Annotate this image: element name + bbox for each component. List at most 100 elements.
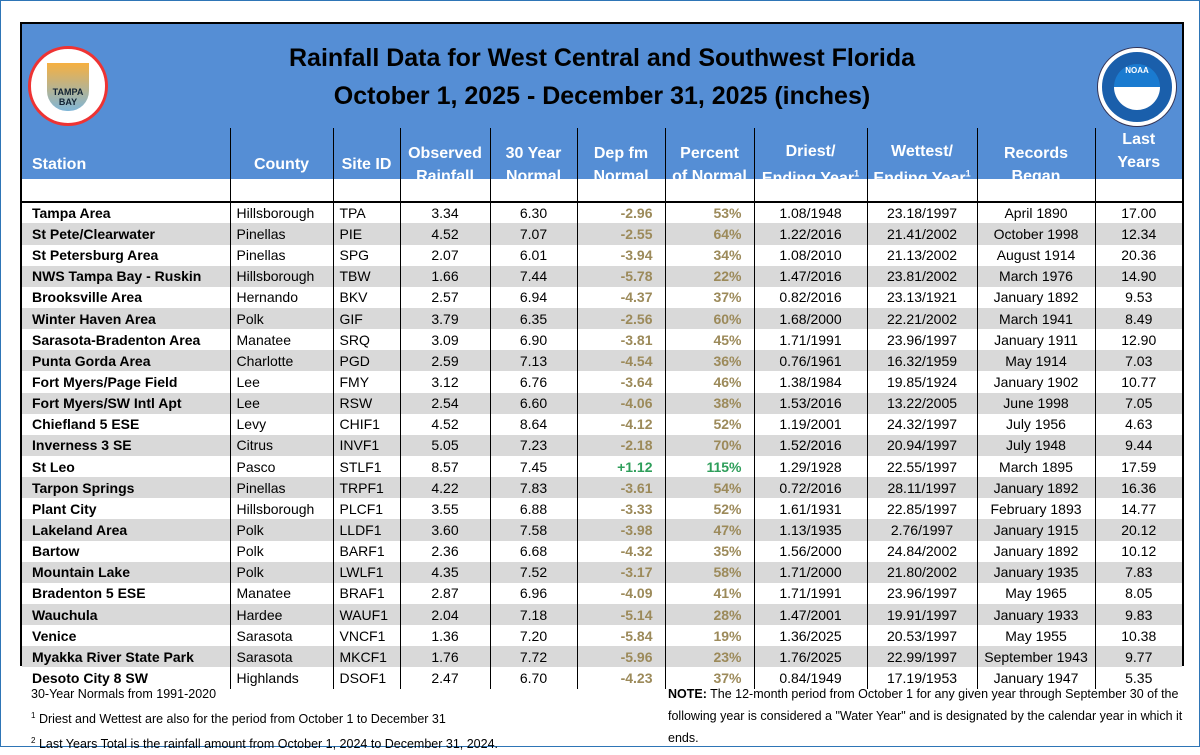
normal-cell: 6.60 xyxy=(489,392,577,414)
percent-cell: 46% xyxy=(664,371,754,393)
driest-cell: 1.13/1935 xyxy=(753,519,867,541)
departure-cell: -3.94 xyxy=(576,244,665,266)
station-cell: Bartow xyxy=(32,543,80,560)
site-id-cell: BARF1 xyxy=(332,540,400,562)
percent-cell: 52% xyxy=(664,498,754,520)
observed-cell: 2.04 xyxy=(399,604,490,626)
observed-cell: 2.36 xyxy=(399,540,490,562)
departure-cell: +1.12 xyxy=(576,456,665,478)
column-header: Driest/Ending Year1 xyxy=(753,128,867,203)
records-began-cell: January 1911 xyxy=(976,329,1095,351)
records-began-cell: September 1943 xyxy=(976,646,1095,668)
observed-cell: 1.76 xyxy=(399,646,490,668)
driest-cell: 1.76/2025 xyxy=(753,646,867,668)
water-year-note: NOTE: The 12-month period from October 1… xyxy=(668,687,1183,745)
driest-cell: 0.76/1961 xyxy=(753,350,867,372)
normal-cell: 7.72 xyxy=(489,646,577,668)
records-began-cell: January 1892 xyxy=(976,477,1095,499)
station-cell: Tarpon Springs xyxy=(32,479,135,496)
table-row: Sarasota-Bradenton Area Manatee SRQ 3.09 6.9… xyxy=(22,329,1182,351)
wettest-cell: 17.19/1953 xyxy=(866,667,977,689)
normal-cell: 6.88 xyxy=(489,498,577,520)
percent-cell: 22% xyxy=(664,265,754,287)
header-band: TAMPA BAY Rainfall Data for West Central… xyxy=(22,24,1182,179)
percent-cell: 38% xyxy=(664,392,754,414)
records-began-cell: April 1890 xyxy=(976,202,1095,224)
driest-cell: 1.53/2016 xyxy=(753,392,867,414)
observed-cell: 2.87 xyxy=(399,582,490,604)
table-row: Mountain Lake Polk LWLF1 4.35 7.52 -3.17 58% 1.… xyxy=(22,561,1182,583)
observed-cell: 3.79 xyxy=(399,308,490,330)
site-id-cell: FMY xyxy=(332,371,400,393)
site-id-cell: TRPF1 xyxy=(332,477,400,499)
table-row: Inverness 3 SE Citrus INVF1 5.05 7.23 -2.18 70… xyxy=(22,434,1182,457)
records-began-cell: March 1941 xyxy=(976,308,1095,330)
normal-cell: 6.30 xyxy=(489,202,577,224)
percent-cell: 45% xyxy=(664,329,754,351)
normal-cell: 6.01 xyxy=(489,244,577,266)
last-year-cell: 4.63 xyxy=(1094,413,1182,435)
page-title: Rainfall Data for West Central and South… xyxy=(288,44,915,72)
observed-cell: 2.59 xyxy=(399,350,490,372)
county-cell: Pinellas xyxy=(229,477,333,499)
table-row: Plant City Hillsborough PLCF1 3.55 6.88 -3.33… xyxy=(22,498,1182,520)
observed-cell: 2.47 xyxy=(399,667,490,689)
last-year-cell: 10.77 xyxy=(1094,371,1182,393)
records-began-cell: July 1956 xyxy=(976,413,1095,435)
departure-cell: -4.23 xyxy=(576,667,665,689)
driest-cell: 1.22/2016 xyxy=(753,223,867,245)
observed-cell: 2.54 xyxy=(399,392,490,414)
observed-cell: 2.07 xyxy=(399,244,490,266)
station-cell: St Petersburg Area xyxy=(32,247,159,264)
county-cell: Pasco xyxy=(229,456,333,478)
wettest-cell: 24.32/1997 xyxy=(866,413,977,435)
percent-cell: 28% xyxy=(664,604,754,626)
station-cell: St Leo xyxy=(32,458,75,475)
normal-cell: 7.83 xyxy=(489,477,577,499)
percent-cell: 54% xyxy=(664,477,754,499)
county-cell: Charlotte xyxy=(229,350,333,372)
last-year-cell: 10.12 xyxy=(1094,540,1182,562)
table-row: Desoto City 8 SW Highlands DSOF1 2.47 6.70 -4… xyxy=(22,667,1182,689)
county-cell: Hillsborough xyxy=(229,265,333,287)
last-year-cell: 5.35 xyxy=(1094,667,1182,689)
last-year-cell: 9.44 xyxy=(1094,434,1182,457)
departure-cell: -4.06 xyxy=(576,392,665,414)
departure-cell: -3.33 xyxy=(576,498,665,520)
departure-cell: -5.78 xyxy=(576,265,665,287)
wettest-cell: 16.32/1959 xyxy=(866,350,977,372)
station-cell: Fort Myers/SW Intl Apt xyxy=(32,395,182,412)
driest-cell: 1.29/1928 xyxy=(753,456,867,478)
departure-cell: -3.17 xyxy=(576,561,665,583)
wettest-cell: 23.81/2002 xyxy=(866,265,977,287)
site-id-cell: PLCF1 xyxy=(332,498,400,520)
site-id-cell: MKCF1 xyxy=(332,646,400,668)
county-cell: Pinellas xyxy=(229,223,333,245)
wettest-cell: 24.84/2002 xyxy=(866,540,977,562)
footnote-normals: 30-Year Normals from 1991-2020 xyxy=(31,687,217,701)
column-header: County xyxy=(229,128,333,203)
last-year-cell: 16.36 xyxy=(1094,477,1182,499)
departure-cell: -2.56 xyxy=(576,308,665,330)
driest-cell: 1.47/2016 xyxy=(753,265,867,287)
percent-cell: 19% xyxy=(664,625,754,647)
normal-cell: 6.70 xyxy=(489,667,577,689)
county-cell: Polk xyxy=(229,519,333,541)
observed-cell: 4.52 xyxy=(399,223,490,245)
records-began-cell: March 1976 xyxy=(976,265,1095,287)
last-year-cell: 9.53 xyxy=(1094,286,1182,309)
last-year-cell: 9.83 xyxy=(1094,604,1182,626)
departure-cell: -4.09 xyxy=(576,582,665,604)
county-cell: Citrus xyxy=(229,434,333,457)
records-began-cell: January 1915 xyxy=(976,519,1095,541)
records-began-cell: January 1947 xyxy=(976,667,1095,689)
wettest-cell: 20.94/1997 xyxy=(866,434,977,457)
site-id-cell: WAUF1 xyxy=(332,604,400,626)
site-id-cell: GIF xyxy=(332,308,400,330)
departure-cell: -2.55 xyxy=(576,223,665,245)
records-began-cell: July 1948 xyxy=(976,434,1095,457)
percent-cell: 41% xyxy=(664,582,754,604)
wettest-cell: 22.85/1997 xyxy=(866,498,977,520)
station-cell: Inverness 3 SE xyxy=(32,437,132,454)
observed-cell: 1.36 xyxy=(399,625,490,647)
